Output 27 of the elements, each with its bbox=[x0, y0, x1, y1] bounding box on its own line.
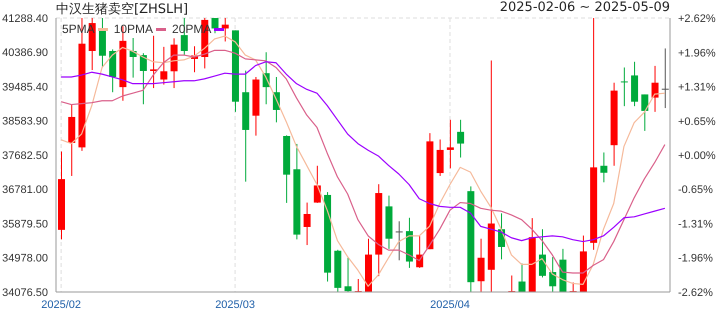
y2-tick-label: -2.62% bbox=[678, 286, 714, 299]
y2-tick-label: +1.31% bbox=[678, 81, 716, 94]
y-tick-label: 34978.00 bbox=[2, 252, 48, 265]
y2-tick-label: +0.00% bbox=[678, 150, 716, 162]
y2-tick-label: -1.31% bbox=[678, 218, 714, 230]
x-tick-label: 2025/03 bbox=[215, 298, 255, 311]
x-tick-label: 2025/04 bbox=[430, 298, 470, 311]
y-tick-label: 34076.50 bbox=[2, 286, 48, 299]
y-tick-label: 37682.50 bbox=[2, 150, 48, 162]
y2-tick-label: +0.65% bbox=[678, 116, 716, 128]
y-tick-label: 41288.40 bbox=[2, 12, 48, 25]
text: 2025-02-06 ~ 2025-05-09 bbox=[500, 0, 670, 15]
y-tick-label: 36781.00 bbox=[2, 184, 48, 196]
candlestick bbox=[396, 221, 403, 260]
y2-tick-label: -1.96% bbox=[678, 252, 714, 264]
y-tick-label: 40386.90 bbox=[2, 47, 48, 60]
y-tick-label: 38583.90 bbox=[2, 116, 48, 128]
y2-tick-label: +1.96% bbox=[678, 47, 716, 60]
candlestick bbox=[446, 120, 454, 168]
y2-tick-label: +2.62% bbox=[678, 12, 716, 25]
x-tick-label: 2025/02 bbox=[41, 298, 81, 311]
candlestick bbox=[620, 67, 628, 106]
chart-title: 中汉生猪卖空[ZHSLH] bbox=[56, 1, 188, 18]
y-tick-label: 39485.40 bbox=[2, 81, 48, 94]
candlestick bbox=[662, 48, 669, 108]
y2-tick-label: -0.65% bbox=[678, 184, 714, 196]
y-tick-label: 35879.50 bbox=[2, 218, 48, 230]
